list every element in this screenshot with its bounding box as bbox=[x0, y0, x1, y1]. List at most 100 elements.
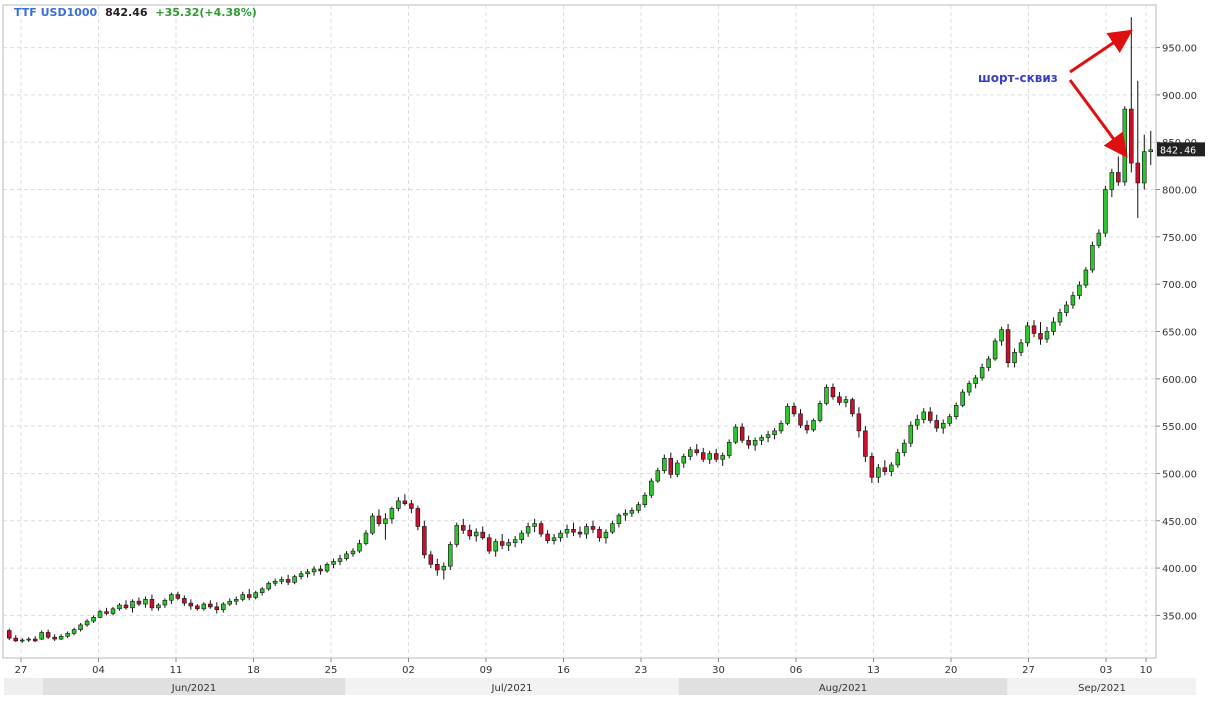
candle bbox=[1083, 269, 1089, 286]
y-tick-label: 600.00 bbox=[1162, 375, 1197, 386]
candle bbox=[246, 594, 252, 598]
candle bbox=[675, 462, 680, 475]
candle bbox=[629, 510, 635, 514]
candle bbox=[311, 568, 317, 573]
candle bbox=[798, 413, 803, 426]
candle bbox=[940, 422, 946, 429]
candle bbox=[953, 405, 959, 417]
candle bbox=[603, 531, 609, 539]
candle bbox=[253, 592, 258, 598]
candle bbox=[545, 533, 550, 541]
candle bbox=[461, 525, 466, 531]
candle bbox=[1109, 172, 1115, 190]
y-tick-label: 750.00 bbox=[1162, 233, 1197, 244]
candle bbox=[934, 420, 939, 429]
candle bbox=[817, 403, 823, 421]
x-tick-label: 18 bbox=[247, 665, 260, 676]
candle bbox=[1031, 325, 1037, 334]
month-label: Jul/2021 bbox=[491, 683, 533, 694]
candle bbox=[902, 442, 907, 453]
candle bbox=[506, 542, 511, 546]
change-label: +35.32(+4.38%) bbox=[155, 6, 257, 19]
candle bbox=[681, 456, 687, 464]
candle bbox=[778, 422, 784, 432]
candle bbox=[428, 554, 434, 565]
candle bbox=[285, 579, 291, 583]
gridlines bbox=[2, 4, 1157, 659]
x-tick-label: 02 bbox=[402, 665, 415, 676]
candle bbox=[208, 603, 213, 608]
candle bbox=[1038, 333, 1043, 340]
candle bbox=[726, 441, 732, 456]
candle bbox=[649, 480, 654, 496]
candle bbox=[986, 358, 991, 368]
last-price-label: 842.46 bbox=[1160, 145, 1196, 156]
candle bbox=[889, 464, 894, 472]
candle bbox=[1064, 304, 1069, 313]
month-band bbox=[679, 678, 1007, 695]
last-price-box bbox=[1157, 142, 1205, 157]
candle bbox=[104, 611, 109, 614]
candle bbox=[973, 377, 978, 384]
candle bbox=[623, 512, 628, 516]
candle bbox=[636, 504, 641, 511]
candle bbox=[564, 528, 570, 534]
month-band bbox=[1008, 678, 1196, 695]
candle bbox=[383, 518, 388, 524]
candle bbox=[13, 637, 18, 642]
candle bbox=[473, 531, 479, 537]
candle bbox=[895, 452, 901, 466]
candle bbox=[512, 539, 518, 543]
candle bbox=[966, 383, 972, 393]
candle bbox=[856, 413, 862, 432]
candle bbox=[422, 526, 427, 556]
candle bbox=[493, 541, 498, 552]
month-band bbox=[346, 678, 678, 695]
candle bbox=[519, 532, 524, 541]
candle bbox=[149, 599, 155, 609]
candle bbox=[538, 523, 544, 535]
candle bbox=[454, 525, 460, 545]
candle bbox=[1012, 352, 1017, 364]
candle bbox=[1122, 108, 1128, 183]
candle bbox=[435, 564, 440, 571]
candle bbox=[480, 531, 485, 539]
candle bbox=[221, 603, 226, 611]
candle bbox=[130, 600, 135, 609]
symbol-label: TTF USD1000 bbox=[14, 6, 98, 19]
y-tick-label: 950.00 bbox=[1162, 44, 1197, 55]
candle bbox=[1077, 284, 1082, 296]
candle bbox=[688, 449, 693, 457]
x-tick-label: 09 bbox=[480, 665, 493, 676]
candle bbox=[662, 458, 667, 471]
y-tick-label: 500.00 bbox=[1162, 469, 1197, 480]
x-tick-label: 16 bbox=[557, 665, 570, 676]
candle bbox=[357, 543, 362, 552]
annotation-label: шорт-сквиз bbox=[978, 71, 1058, 85]
candle bbox=[947, 416, 952, 424]
candle bbox=[337, 558, 343, 562]
candle bbox=[182, 598, 187, 604]
candle bbox=[590, 526, 596, 530]
candle bbox=[1005, 329, 1011, 364]
candle bbox=[1142, 151, 1147, 184]
candle bbox=[169, 594, 174, 601]
candle bbox=[752, 440, 758, 446]
candle bbox=[668, 458, 674, 475]
candle bbox=[584, 526, 589, 535]
x-tick-label: 06 bbox=[790, 665, 803, 676]
candle bbox=[642, 494, 648, 505]
candle bbox=[117, 604, 122, 610]
candle bbox=[162, 599, 168, 606]
candle bbox=[707, 453, 712, 460]
candle bbox=[1129, 108, 1134, 164]
candle bbox=[234, 599, 239, 602]
arrow-up bbox=[1069, 29, 1133, 74]
candle bbox=[1057, 312, 1063, 323]
candle bbox=[448, 544, 453, 567]
candle bbox=[97, 611, 103, 618]
candle bbox=[525, 526, 531, 534]
candle bbox=[1044, 331, 1050, 340]
y-tick-label: 800.00 bbox=[1162, 186, 1197, 197]
